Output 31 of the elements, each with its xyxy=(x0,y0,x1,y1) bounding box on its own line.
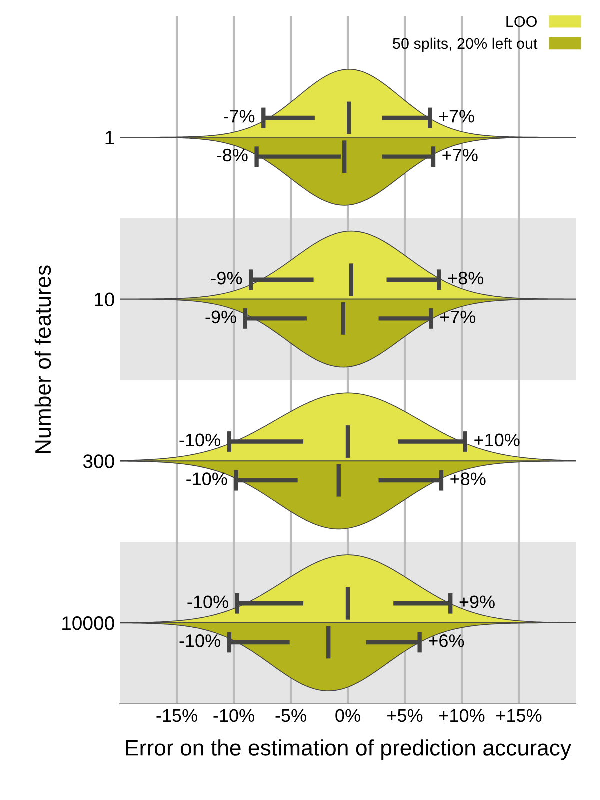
annotation: -10% xyxy=(180,434,220,447)
legend-label: 50 splits, 20% left out xyxy=(393,38,538,52)
annotation: +7% xyxy=(442,148,478,162)
y-tick-label: 1 xyxy=(106,131,114,144)
annotation: -8% xyxy=(217,148,248,162)
x-tick-label: +10% xyxy=(440,709,485,722)
x-tick-label: 0% xyxy=(336,709,360,722)
x-axis-title: Error on the estimation of prediction accuracy xyxy=(126,740,572,760)
annotation: +10% xyxy=(474,434,520,447)
annotation: -9% xyxy=(206,310,236,324)
x-tick-label: +5% xyxy=(388,709,423,722)
annotation: +8% xyxy=(448,272,484,285)
annotation: +8% xyxy=(450,472,486,486)
y-tick-label: 10000 xyxy=(62,616,114,630)
x-tick-label: -10% xyxy=(214,709,254,722)
annotation: -9% xyxy=(211,272,242,285)
x-tick-label: +15% xyxy=(496,709,542,722)
annotation: -10% xyxy=(180,634,220,648)
legend-label: LOO xyxy=(506,16,537,28)
annotation: +7% xyxy=(439,110,474,123)
y-axis-title: Number of features xyxy=(34,266,52,454)
annotation: +6% xyxy=(429,634,464,648)
annotation: -10% xyxy=(186,472,228,486)
y-tick-label: 300 xyxy=(83,454,114,468)
annotation: +9% xyxy=(460,596,495,608)
annotation: +7% xyxy=(440,310,476,324)
y-tick-label: 10 xyxy=(94,292,114,307)
x-tick-label: -5% xyxy=(276,709,306,722)
annotation: -10% xyxy=(188,596,228,608)
annotation: -7% xyxy=(224,110,255,123)
x-tick-label: -15% xyxy=(156,709,198,722)
